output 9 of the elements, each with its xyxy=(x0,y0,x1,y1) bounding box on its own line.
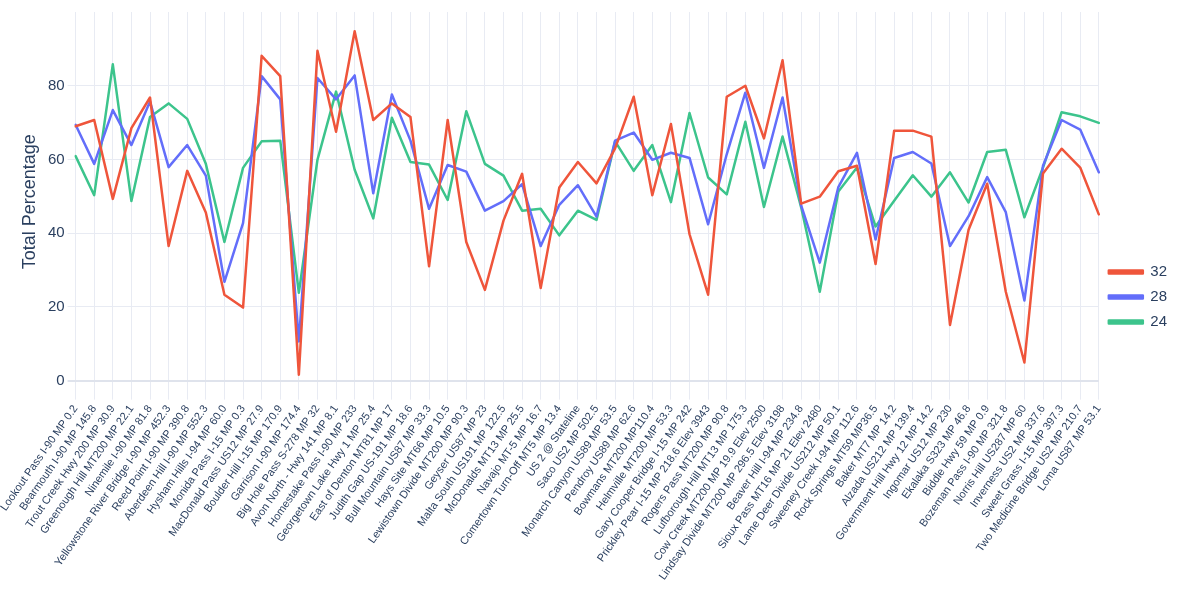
y-tick-label: 20 xyxy=(47,297,65,314)
y-tick-label: 40 xyxy=(47,223,65,241)
y-tick-label: 60 xyxy=(47,149,65,167)
y-axis-title: Total Percentage xyxy=(19,134,40,270)
legend-label: 32 xyxy=(1150,262,1167,280)
y-tick-label: 80 xyxy=(47,75,65,93)
legend-label: 28 xyxy=(1150,287,1167,305)
legend-label: 24 xyxy=(1150,312,1167,330)
y-tick-label: 0 xyxy=(56,370,65,388)
